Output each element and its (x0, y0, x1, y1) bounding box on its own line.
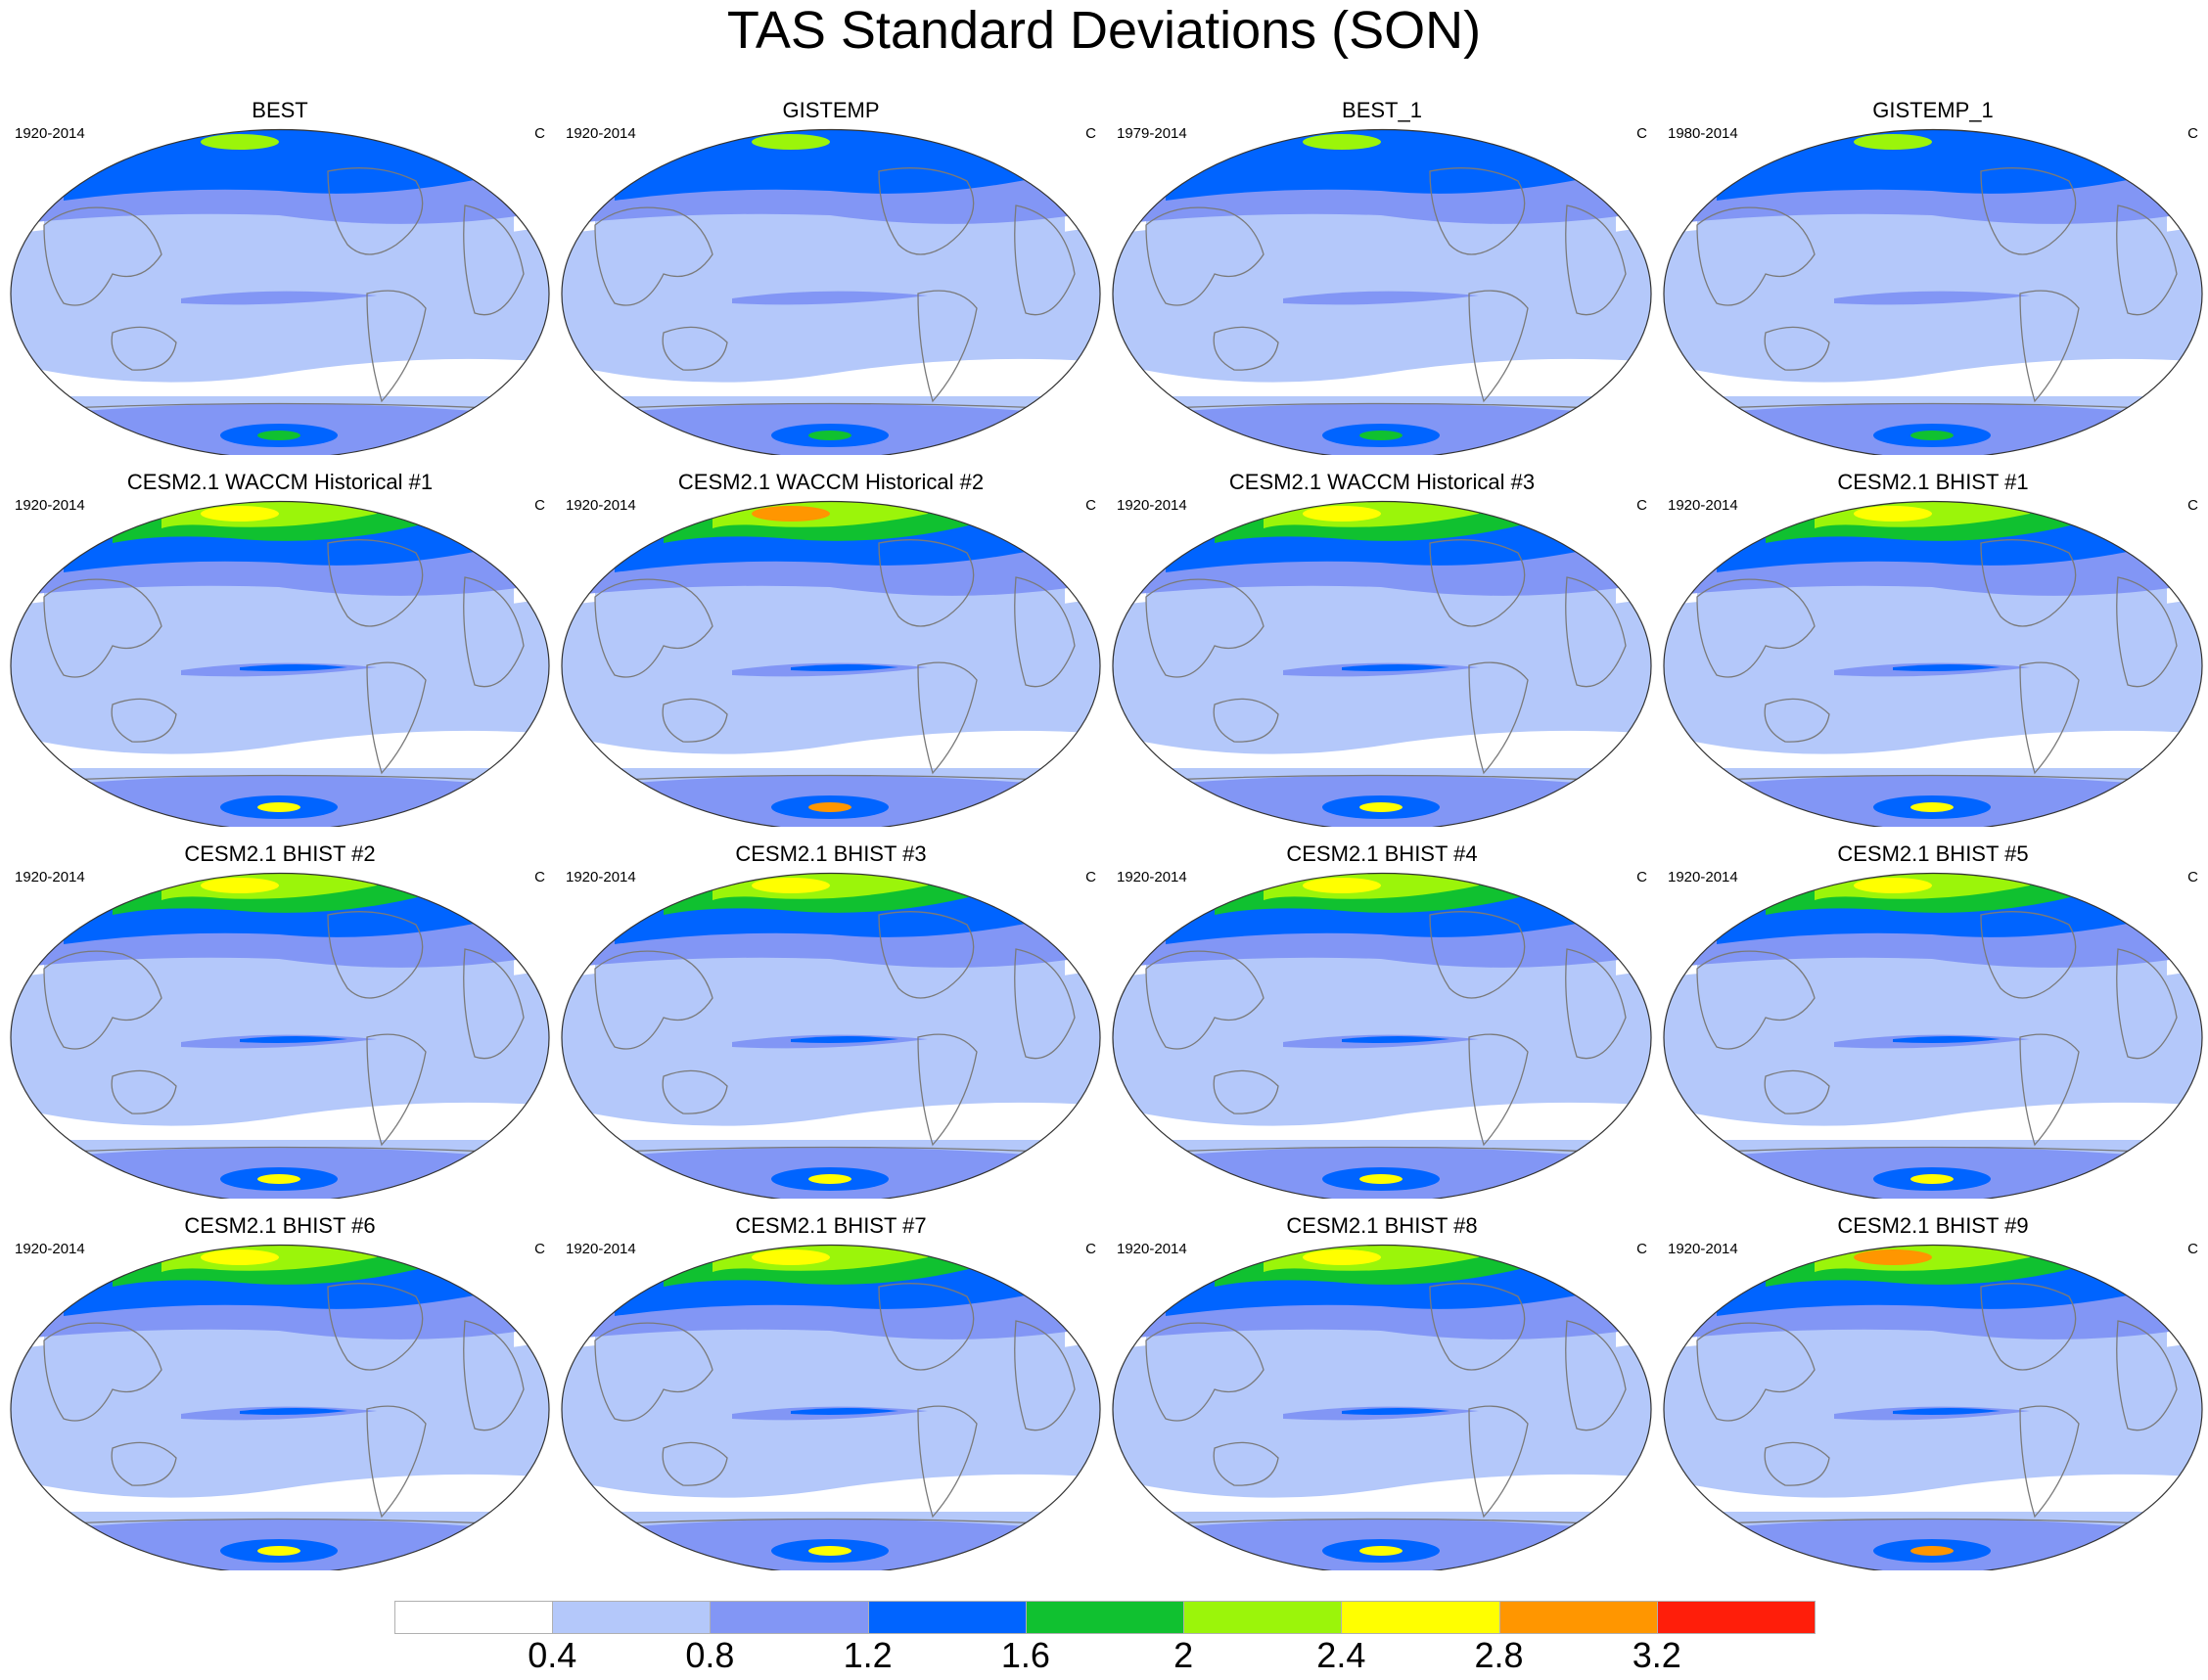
panel-period: 1920-2014 (1668, 1241, 1738, 1257)
map-panel: CESM2.1 BHIST #9 1920-2014 C (1658, 1213, 2208, 1585)
map-panel: CESM2.1 WACCM Historical #3 1920-2014 C (1107, 470, 1657, 841)
map-panel: CESM2.1 BHIST #8 1920-2014 C (1107, 1213, 1657, 1585)
panel-period: 1920-2014 (1668, 869, 1738, 885)
panel-period: 1920-2014 (566, 125, 636, 142)
colorbar-tick-label: 1.2 (843, 1635, 893, 1675)
panel-unit: C (1085, 497, 1096, 514)
panel-period: 1920-2014 (15, 869, 85, 885)
map-panel: CESM2.1 BHIST #4 1920-2014 C (1107, 841, 1657, 1213)
panel-period: 1920-2014 (1668, 497, 1738, 514)
panel-period: 1979-2014 (1117, 125, 1187, 142)
panel-unit: C (1636, 497, 1647, 514)
panel-title: CESM2.1 BHIST #2 (184, 841, 376, 866)
panel-title: CESM2.1 WACCM Historical #2 (677, 470, 985, 494)
map-panel: GISTEMP_1 1980-2014 C (1658, 98, 2208, 470)
map-panel: CESM2.1 BHIST #5 1920-2014 C (1658, 841, 2208, 1213)
panel-unit: C (1636, 1241, 1647, 1257)
panel-period: 1920-2014 (1117, 1241, 1187, 1257)
map-panel: CESM2.1 BHIST #2 1920-2014 C (5, 841, 555, 1213)
colorbar-swatch (1025, 1601, 1185, 1634)
panel-title: CESM2.1 BHIST #6 (184, 1213, 376, 1238)
panel-title: CESM2.1 BHIST #5 (1837, 841, 2029, 866)
panel-period: 1920-2014 (1117, 497, 1187, 514)
panel-unit: C (534, 125, 545, 142)
colorbar-swatch (1341, 1601, 1500, 1634)
colorbar-tick-label: 2 (1173, 1635, 1194, 1675)
colorbar (394, 1601, 1816, 1634)
panel-title: CESM2.1 BHIST #9 (1837, 1213, 2029, 1238)
panel-period: 1920-2014 (15, 497, 85, 514)
figure-title: TAS Standard Deviations (SON) (726, 1, 1482, 60)
panel-unit: C (2187, 1241, 2198, 1257)
map-panel: CESM2.1 WACCM Historical #2 1920-2014 C (556, 470, 1106, 841)
panel-period: 1980-2014 (1668, 125, 1738, 142)
panel-title: CESM2.1 BHIST #8 (1286, 1213, 1478, 1238)
colorbar-tick-label: 0.4 (528, 1635, 577, 1675)
colorbar-swatch (552, 1601, 712, 1634)
panel-unit: C (1636, 869, 1647, 885)
panel-period: 1920-2014 (15, 125, 85, 142)
panel-title: BEST_1 (1342, 98, 1422, 122)
colorbar-swatch (394, 1601, 554, 1634)
map-panel: CESM2.1 BHIST #1 1920-2014 C (1658, 470, 2208, 841)
panel-unit: C (534, 1241, 545, 1257)
panel-unit: C (534, 869, 545, 885)
panel-title: CESM2.1 BHIST #7 (735, 1213, 927, 1238)
panel-unit: C (1085, 869, 1096, 885)
panel-title: CESM2.1 BHIST #1 (1837, 470, 2029, 494)
colorbar-swatch (1498, 1601, 1658, 1634)
map-panel: CESM2.1 BHIST #6 1920-2014 C (5, 1213, 555, 1585)
colorbar-swatch (1656, 1601, 1816, 1634)
panel-title: GISTEMP (782, 98, 880, 122)
panel-title: GISTEMP_1 (1872, 98, 1994, 122)
colorbar-swatch (1183, 1601, 1343, 1634)
colorbar-tick-label: 1.6 (1000, 1635, 1050, 1675)
map-panel: BEST 1920-2014 C (5, 98, 555, 470)
panel-unit: C (1085, 125, 1096, 142)
panel-unit: C (534, 497, 545, 514)
panel-unit: C (1636, 125, 1647, 142)
panel-title: CESM2.1 BHIST #3 (735, 841, 927, 866)
colorbar-tick-label: 0.8 (685, 1635, 735, 1675)
panel-period: 1920-2014 (566, 1241, 636, 1257)
panel-title: BEST (252, 98, 308, 122)
panel-period: 1920-2014 (15, 1241, 85, 1257)
panel-unit: C (2187, 869, 2198, 885)
colorbar-tick-label: 2.8 (1474, 1635, 1524, 1675)
map-panel: CESM2.1 BHIST #7 1920-2014 C (556, 1213, 1106, 1585)
colorbar-tick-label: 3.2 (1632, 1635, 1681, 1675)
panel-period: 1920-2014 (1117, 869, 1187, 885)
panel-unit: C (2187, 125, 2198, 142)
panel-period: 1920-2014 (566, 497, 636, 514)
colorbar-tick-label: 2.4 (1316, 1635, 1366, 1675)
panel-title: CESM2.1 WACCM Historical #3 (1228, 470, 1536, 494)
panel-title: CESM2.1 BHIST #4 (1286, 841, 1478, 866)
map-panel: BEST_1 1979-2014 C (1107, 98, 1657, 470)
panel-unit: C (2187, 497, 2198, 514)
map-panel: GISTEMP 1920-2014 C (556, 98, 1106, 470)
panel-period: 1920-2014 (566, 869, 636, 885)
panel-title: CESM2.1 WACCM Historical #1 (126, 470, 434, 494)
colorbar-swatch (867, 1601, 1027, 1634)
colorbar-swatch (710, 1601, 869, 1634)
map-panel: CESM2.1 WACCM Historical #1 1920-2014 C (5, 470, 555, 841)
panel-unit: C (1085, 1241, 1096, 1257)
map-panel: CESM2.1 BHIST #3 1920-2014 C (556, 841, 1106, 1213)
